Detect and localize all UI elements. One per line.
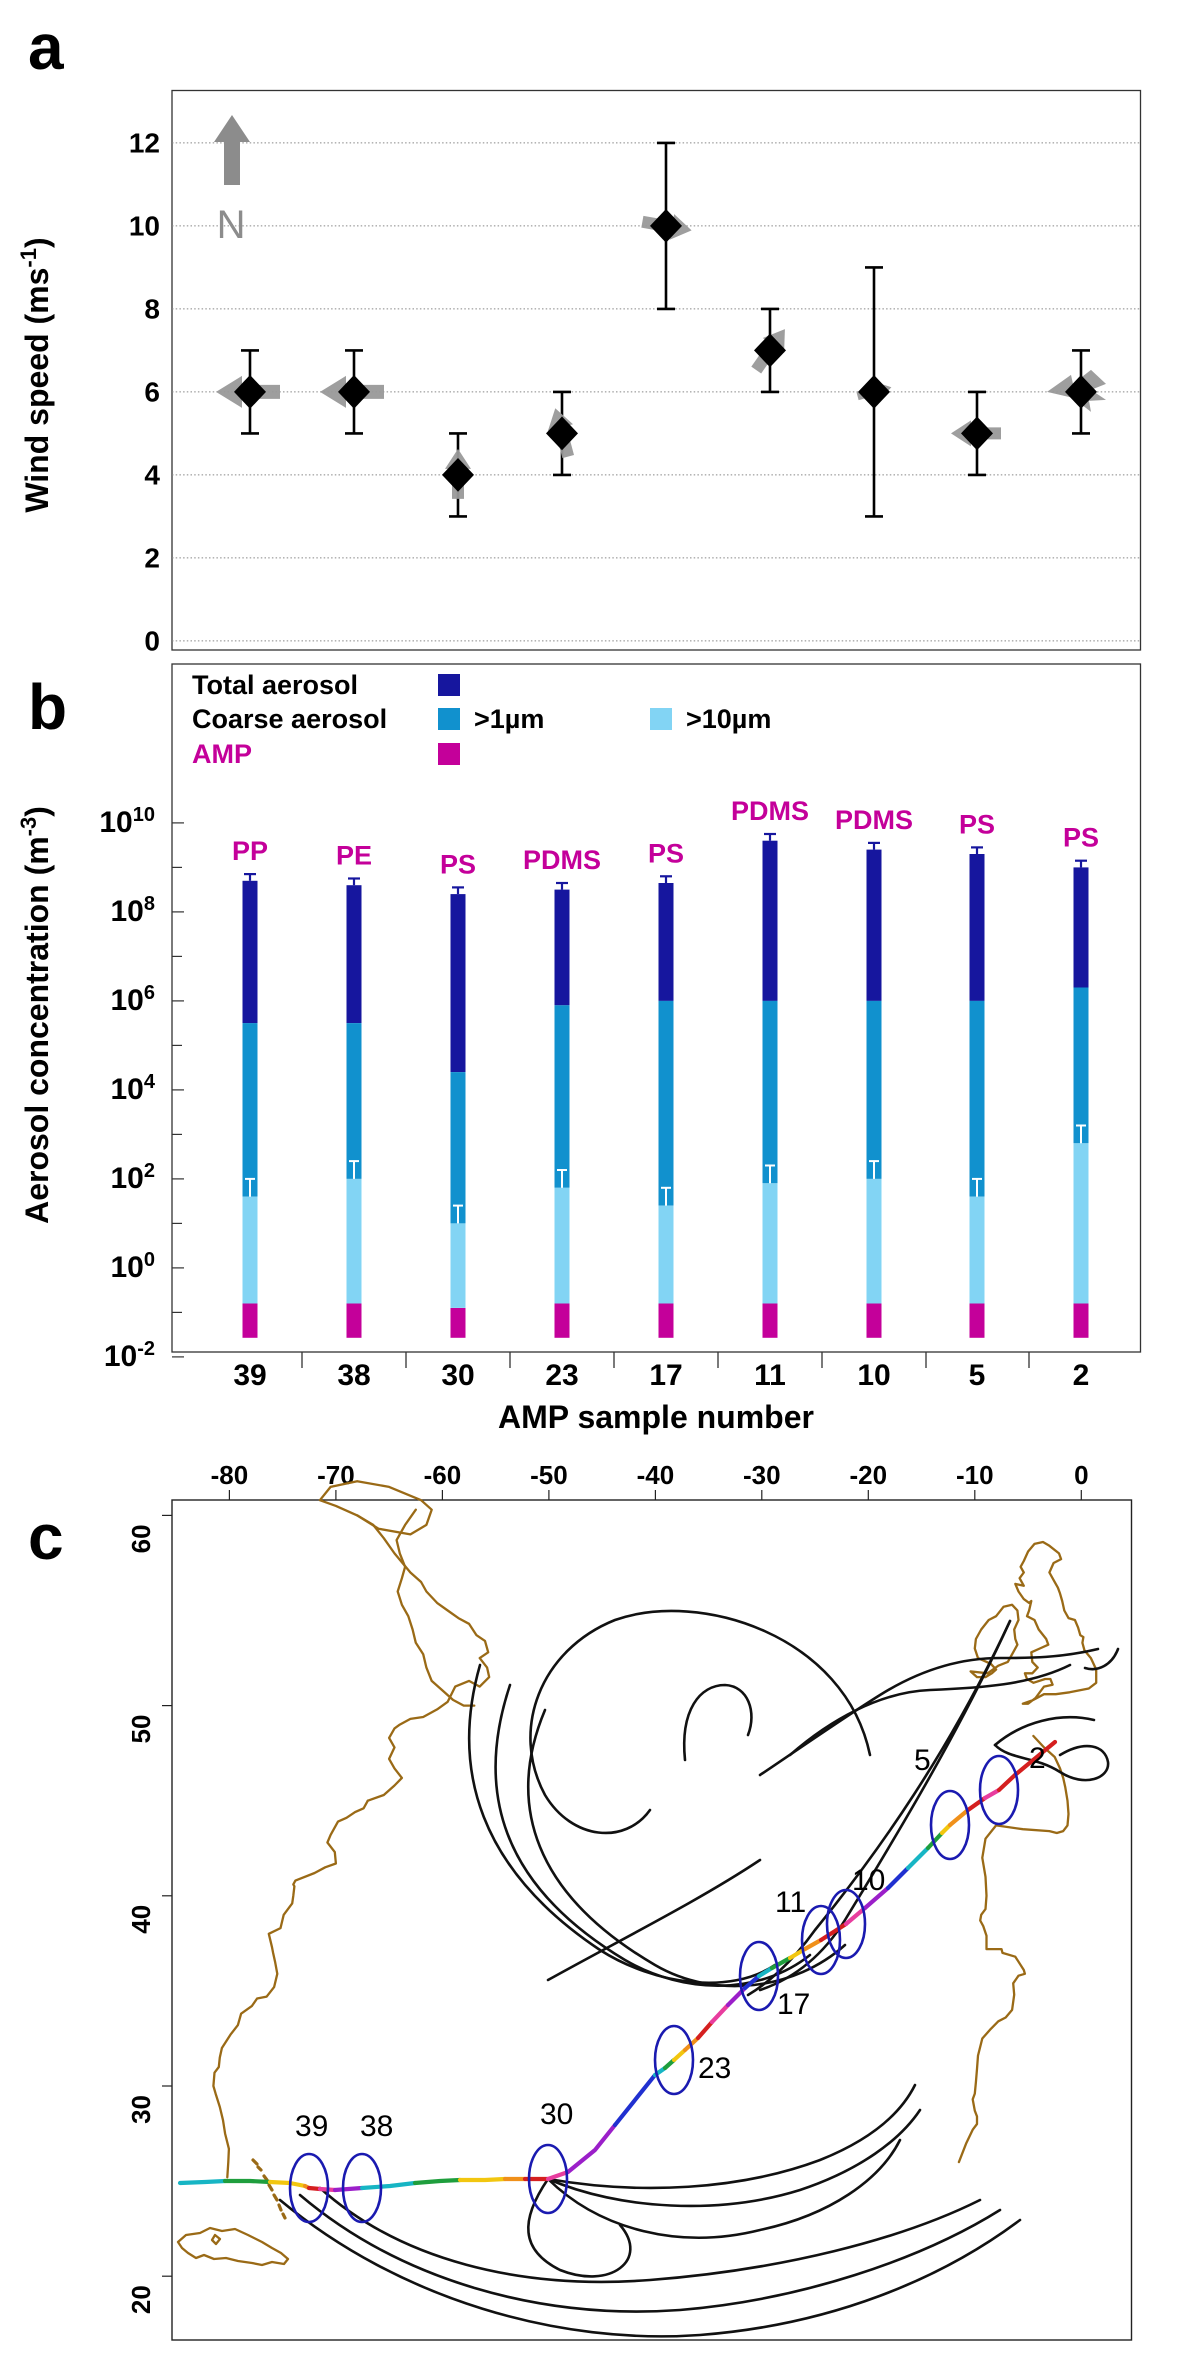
svg-text:-80: -80 xyxy=(211,1460,249,1490)
svg-text:104: 104 xyxy=(111,1071,156,1106)
svg-text:PDMS: PDMS xyxy=(523,845,601,875)
svg-text:PS: PS xyxy=(648,838,684,868)
svg-text:12: 12 xyxy=(129,128,160,159)
svg-text:108: 108 xyxy=(111,893,156,928)
svg-text:-10: -10 xyxy=(956,1460,994,1490)
svg-text:PS: PS xyxy=(959,809,995,839)
svg-text:10: 10 xyxy=(129,211,160,242)
svg-text:Total aerosol: Total aerosol xyxy=(192,670,358,700)
svg-text:PE: PE xyxy=(336,841,372,871)
svg-text:30: 30 xyxy=(540,2098,573,2131)
svg-text:5: 5 xyxy=(914,1744,931,1777)
svg-text:>1µm: >1µm xyxy=(474,704,544,734)
svg-text:17: 17 xyxy=(649,1359,682,1392)
svg-text:40: 40 xyxy=(126,1905,156,1934)
svg-text:10: 10 xyxy=(857,1359,890,1392)
svg-text:Wind speed (ms-1): Wind speed (ms-1) xyxy=(16,237,56,512)
svg-text:2: 2 xyxy=(1073,1359,1090,1392)
svg-text:0: 0 xyxy=(1074,1460,1088,1490)
svg-text:60: 60 xyxy=(126,1524,156,1553)
svg-text:PDMS: PDMS xyxy=(835,805,913,835)
svg-text:-50: -50 xyxy=(530,1460,568,1490)
svg-text:38: 38 xyxy=(360,2110,393,2143)
svg-text:-40: -40 xyxy=(637,1460,675,1490)
svg-text:>10µm: >10µm xyxy=(686,704,771,734)
svg-text:0: 0 xyxy=(144,626,160,657)
svg-text:1010: 1010 xyxy=(99,804,155,839)
svg-text:-30: -30 xyxy=(743,1460,781,1490)
svg-text:AMP sample number: AMP sample number xyxy=(498,1399,814,1435)
svg-text:10-2: 10-2 xyxy=(104,1338,155,1373)
svg-text:2: 2 xyxy=(1029,1742,1046,1775)
svg-text:38: 38 xyxy=(337,1359,370,1392)
svg-text:50: 50 xyxy=(126,1715,156,1744)
svg-text:39: 39 xyxy=(233,1359,266,1392)
svg-text:6: 6 xyxy=(144,377,160,408)
svg-text:106: 106 xyxy=(111,982,156,1017)
svg-text:4: 4 xyxy=(144,460,160,491)
svg-text:10: 10 xyxy=(852,1864,885,1897)
svg-text:PDMS: PDMS xyxy=(731,796,809,826)
svg-text:AMP: AMP xyxy=(192,739,252,769)
svg-text:-60: -60 xyxy=(424,1460,462,1490)
svg-text:2: 2 xyxy=(144,543,160,574)
svg-text:-20: -20 xyxy=(850,1460,888,1490)
svg-text:100: 100 xyxy=(111,1249,156,1284)
svg-text:30: 30 xyxy=(441,1359,474,1392)
svg-text:39: 39 xyxy=(295,2110,328,2143)
svg-text:17: 17 xyxy=(777,1988,810,2021)
svg-text:20: 20 xyxy=(126,2285,156,2314)
svg-text:PS: PS xyxy=(440,849,476,879)
svg-text:11: 11 xyxy=(775,1886,806,1919)
svg-text:N: N xyxy=(217,203,246,247)
svg-text:PP: PP xyxy=(232,836,268,866)
svg-text:Coarse aerosol: Coarse aerosol xyxy=(192,704,387,734)
svg-text:5: 5 xyxy=(969,1359,986,1392)
svg-text:PS: PS xyxy=(1063,823,1099,853)
svg-text:30: 30 xyxy=(126,2095,156,2124)
svg-text:Aerosol concentration (m-3): Aerosol concentration (m-3) xyxy=(16,806,56,1224)
svg-text:11: 11 xyxy=(754,1359,786,1392)
svg-text:102: 102 xyxy=(111,1160,156,1195)
svg-text:23: 23 xyxy=(545,1359,578,1392)
svg-text:23: 23 xyxy=(698,2052,731,2085)
svg-text:8: 8 xyxy=(144,294,160,325)
